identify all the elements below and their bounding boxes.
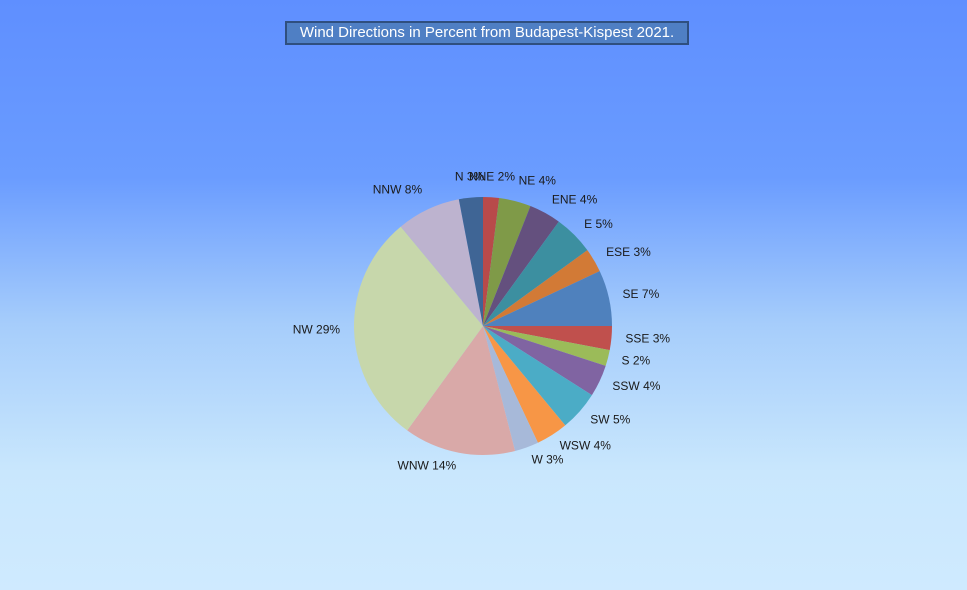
chart-title: Wind Directions in Percent from Budapest… [285,21,689,45]
slice-label: SE 7% [623,287,660,301]
value-label: 3% [467,170,485,184]
slice-label: NW 29% [293,323,341,337]
value-label: 14% [432,459,456,473]
pie-slice [483,326,538,451]
category-label: SSW [612,379,640,393]
pie-slice [483,326,612,351]
category-label: E [584,217,592,231]
category-label: SE [623,287,639,301]
slice-label: SSW 4% [612,379,660,393]
pie-slice [483,221,588,326]
value-label: 4% [580,193,598,207]
value-label: 5% [595,217,613,231]
pie-slice [483,198,531,326]
value-label: 8% [405,183,423,197]
category-label: WNW [398,459,430,473]
slice-label: S 2% [622,354,651,368]
pie-slice [483,326,606,396]
slice-label: E 5% [584,217,613,231]
pie-slice [483,326,592,426]
value-label: 3% [653,332,671,346]
slice-label: ENE 4% [552,193,598,207]
slice-label: N 3% [455,170,485,184]
slice-label: SW 5% [590,413,630,427]
value-label: 4% [643,379,661,393]
value-label: 2% [633,354,651,368]
value-label: 2% [498,169,516,183]
category-label: NNW [373,183,402,197]
pie-slice [483,197,500,326]
category-label: ENE [552,193,577,207]
pie-slice [407,326,516,455]
pie-slice [354,226,483,431]
category-label: NW [293,323,314,337]
slice-label: WSW 4% [560,439,612,453]
category-label: NNE [469,169,494,183]
value-label: 29% [316,323,340,337]
pie-slice [483,326,610,366]
pie-slice [483,206,559,326]
category-label: SSE [625,332,649,346]
category-label: ESE [606,245,630,259]
category-label: NE [519,174,536,188]
slice-label: NNW 8% [373,183,423,197]
category-label: W [531,453,543,467]
pie-slice [483,271,612,326]
pie-slice [400,199,483,326]
slice-label: ESE 3% [606,245,651,259]
slice-label: SSE 3% [625,332,670,346]
value-label: 7% [642,287,660,301]
category-label: SW [590,413,610,427]
category-label: N [455,170,464,184]
value-label: 4% [594,439,612,453]
pie-slice [458,197,483,326]
value-label: 4% [539,174,557,188]
value-label: 5% [613,413,631,427]
value-label: 3% [546,453,564,467]
slice-label: W 3% [531,453,563,467]
pie-slice [483,250,600,326]
slice-label: NE 4% [519,174,557,188]
slice-label: WNW 14% [398,459,457,473]
value-label: 3% [633,245,651,259]
category-label: WSW [560,439,591,453]
slice-label: NNE 2% [469,169,515,183]
category-label: S [622,354,630,368]
pie-slice [483,326,566,443]
